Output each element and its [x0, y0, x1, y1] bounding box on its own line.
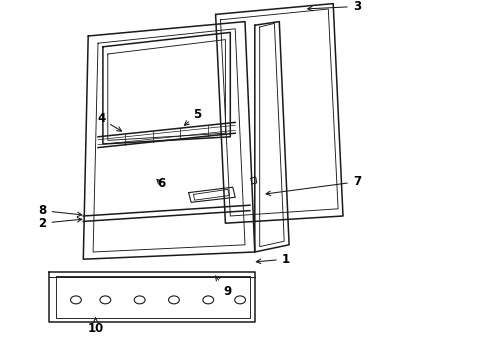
- Text: 5: 5: [184, 108, 202, 125]
- Text: 2: 2: [38, 217, 82, 230]
- Text: 4: 4: [97, 112, 122, 131]
- Text: 8: 8: [38, 204, 82, 217]
- Text: 6: 6: [157, 177, 165, 190]
- Text: 1: 1: [256, 253, 290, 266]
- Text: 9: 9: [216, 276, 231, 298]
- Text: 3: 3: [308, 0, 361, 13]
- Text: 7: 7: [266, 175, 361, 195]
- Text: 10: 10: [87, 318, 104, 335]
